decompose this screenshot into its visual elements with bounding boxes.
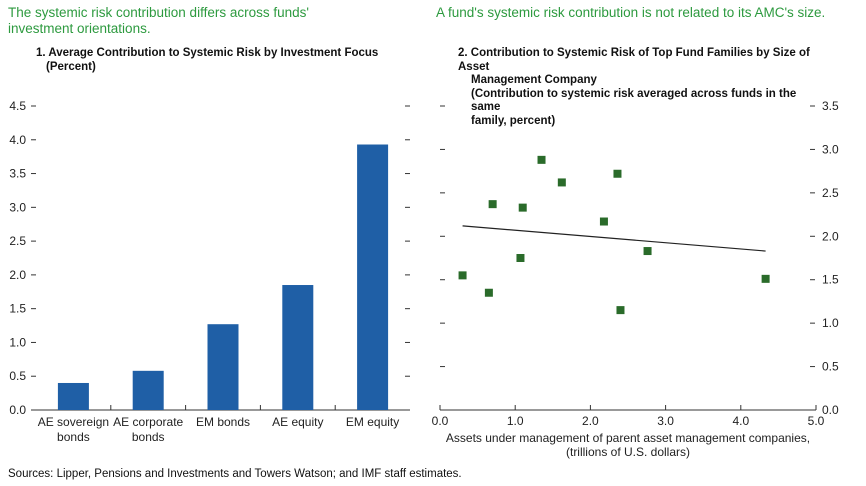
chart2-ytick-label: 1.0 <box>822 316 839 330</box>
chart1-ytick-label: 1.0 <box>9 335 26 349</box>
chart2-point <box>761 274 770 283</box>
chart2-ytick-label: 3.0 <box>822 142 839 156</box>
chart1-title-line2: (Percent) <box>46 60 96 73</box>
chart2-title-line3: (Contribution to systemic risk averaged … <box>471 87 797 114</box>
chart2-xtick-label: 1.0 <box>507 414 524 428</box>
chart2-point <box>518 203 527 212</box>
chart2-title: 2. Contribution to Systemic Risk of Top … <box>458 47 818 128</box>
chart2-point <box>616 306 625 315</box>
chart1-category-label: AE equity <box>272 415 323 429</box>
chart1-title-line1: 1. Average Contribution to Systemic Risk… <box>36 47 379 59</box>
chart1-bar <box>357 144 389 411</box>
chart2-xlabel-line1: Assets under management of parent asset … <box>446 431 810 445</box>
chart1-ytick-label: 2.0 <box>9 268 26 282</box>
chart1-ytick-label: 3.5 <box>9 167 26 181</box>
right-headline: A fund's systemic risk contribution is n… <box>436 5 826 20</box>
chart2-point <box>516 254 525 262</box>
chart1-bar <box>57 382 89 410</box>
chart2-point <box>557 178 566 187</box>
chart2-title-line1: 2. Contribution to Systemic Risk of Top … <box>458 47 810 73</box>
chart2-ytick-label: 1.5 <box>822 273 839 287</box>
chart2-ytick-label: 0.0 <box>822 403 839 417</box>
chart1-ytick-label: 1.5 <box>9 302 26 316</box>
chart2-point <box>643 247 652 256</box>
chart2-point <box>537 155 546 164</box>
chart2-ytick-label: 3.5 <box>822 99 839 113</box>
chart2-ytick-label: 2.5 <box>822 186 839 200</box>
chart1-category-label-line2: bonds <box>132 430 165 444</box>
chart1-category-label: AE sovereign <box>38 415 109 429</box>
chart2-point <box>484 288 493 297</box>
chart2-xtick-label: 3.0 <box>657 414 674 428</box>
chart2-title-line4: family, percent) <box>471 114 556 127</box>
chart2-xtick-label: 5.0 <box>808 414 825 428</box>
chart2-xtick-label: 2.0 <box>582 414 599 428</box>
chart1-category-label-line2: bonds <box>57 430 90 444</box>
chart1-ytick-label: 4.5 <box>9 99 26 113</box>
chart1-title: 1. Average Contribution to Systemic Risk… <box>36 47 416 74</box>
chart2-point <box>458 271 467 280</box>
chart2-point <box>613 169 622 178</box>
chart2-title-line2: Management Company <box>471 74 597 86</box>
chart1-category-label: EM bonds <box>196 415 250 429</box>
chart2-ytick-label: 0.5 <box>822 360 839 374</box>
chart1-category-label: EM equity <box>346 415 399 429</box>
chart2-xtick-label: 0.0 <box>432 414 449 428</box>
chart1-ytick-label: 0.5 <box>9 369 26 383</box>
chart1-category-label: AE corporate <box>113 415 183 429</box>
chart1-bar <box>282 285 314 410</box>
chart1-ytick-label: 4.0 <box>9 133 26 147</box>
source-note: Sources: Lipper, Pensions and Investment… <box>8 468 462 480</box>
chart2-xlabel-line2: (trillions of U.S. dollars) <box>566 445 690 459</box>
chart1-bar <box>132 370 164 410</box>
chart2-trend-line <box>462 225 766 252</box>
chart1-ytick-label: 0.0 <box>9 403 26 417</box>
left-headline: The systemic risk contribution differs a… <box>8 5 309 36</box>
chart1-bar <box>207 324 239 410</box>
chart1-ytick-label: 3.0 <box>9 200 26 214</box>
chart2-point <box>599 217 608 226</box>
chart2-ytick-label: 2.0 <box>822 229 839 243</box>
chart1-ytick-label: 2.5 <box>9 234 26 248</box>
chart2-xtick-label: 4.0 <box>732 414 749 428</box>
chart2-point <box>488 200 497 209</box>
